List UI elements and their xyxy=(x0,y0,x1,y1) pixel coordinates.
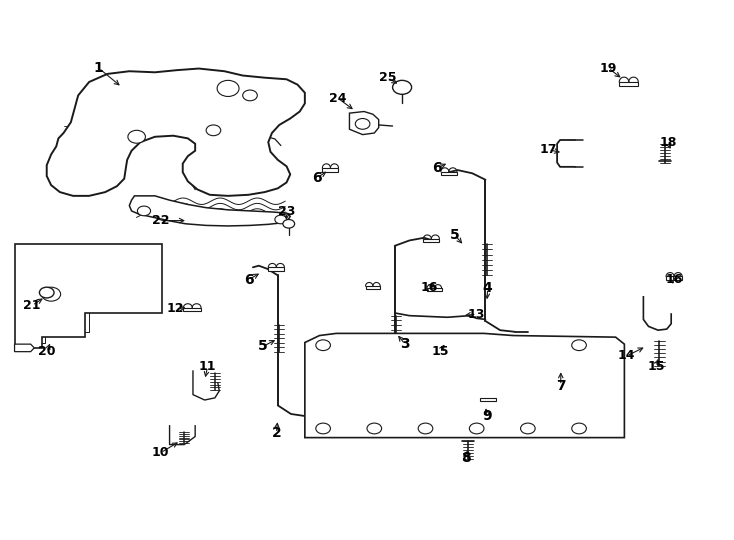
Bar xyxy=(479,398,495,401)
Text: 22: 22 xyxy=(152,214,170,227)
Text: 15: 15 xyxy=(647,360,664,373)
Bar xyxy=(322,168,338,172)
Circle shape xyxy=(128,130,145,143)
Circle shape xyxy=(206,125,221,136)
Text: 5: 5 xyxy=(450,228,459,242)
Circle shape xyxy=(42,287,61,301)
Circle shape xyxy=(367,423,382,434)
Bar xyxy=(269,267,284,271)
Text: 5: 5 xyxy=(258,339,268,353)
Text: 6: 6 xyxy=(313,171,322,185)
Text: 25: 25 xyxy=(379,71,396,84)
Circle shape xyxy=(243,90,258,101)
Polygon shape xyxy=(47,69,305,196)
Text: 8: 8 xyxy=(462,451,471,465)
Circle shape xyxy=(355,118,370,129)
Circle shape xyxy=(137,206,150,216)
Text: 14: 14 xyxy=(618,349,636,362)
Text: 18: 18 xyxy=(660,136,677,148)
Text: 2: 2 xyxy=(272,426,281,440)
Circle shape xyxy=(316,340,330,350)
Polygon shape xyxy=(349,112,379,134)
Text: 13: 13 xyxy=(468,308,485,321)
Bar xyxy=(666,276,682,280)
Text: 19: 19 xyxy=(600,62,617,75)
Circle shape xyxy=(572,340,586,350)
Circle shape xyxy=(217,80,239,97)
Circle shape xyxy=(283,219,294,228)
Polygon shape xyxy=(129,196,290,226)
Bar xyxy=(366,286,380,289)
Text: 21: 21 xyxy=(23,299,41,312)
Text: 6: 6 xyxy=(432,161,442,175)
Text: 23: 23 xyxy=(278,206,295,219)
Text: 1: 1 xyxy=(94,61,103,75)
Text: 16: 16 xyxy=(666,273,683,286)
Bar xyxy=(184,308,201,311)
Bar xyxy=(619,82,639,86)
Text: 17: 17 xyxy=(539,143,557,156)
Text: 9: 9 xyxy=(482,409,492,423)
Circle shape xyxy=(418,423,433,434)
Text: 16: 16 xyxy=(421,281,438,294)
Text: 6: 6 xyxy=(244,273,253,287)
Text: 15: 15 xyxy=(432,345,449,358)
Circle shape xyxy=(393,80,412,94)
Circle shape xyxy=(316,423,330,434)
Text: 4: 4 xyxy=(483,281,493,295)
Circle shape xyxy=(520,423,535,434)
Text: 24: 24 xyxy=(329,92,346,105)
Text: 10: 10 xyxy=(152,446,170,459)
Text: 11: 11 xyxy=(199,360,217,373)
Text: 3: 3 xyxy=(400,337,410,351)
Text: 12: 12 xyxy=(167,302,184,315)
Circle shape xyxy=(275,215,286,224)
Circle shape xyxy=(40,287,54,298)
Text: 20: 20 xyxy=(38,345,56,358)
Circle shape xyxy=(469,423,484,434)
Bar xyxy=(424,239,440,242)
Polygon shape xyxy=(15,344,34,352)
Text: 7: 7 xyxy=(556,379,566,393)
Polygon shape xyxy=(305,333,625,437)
Circle shape xyxy=(572,423,586,434)
Bar xyxy=(427,288,442,292)
Bar xyxy=(441,172,457,175)
Polygon shape xyxy=(15,244,162,348)
